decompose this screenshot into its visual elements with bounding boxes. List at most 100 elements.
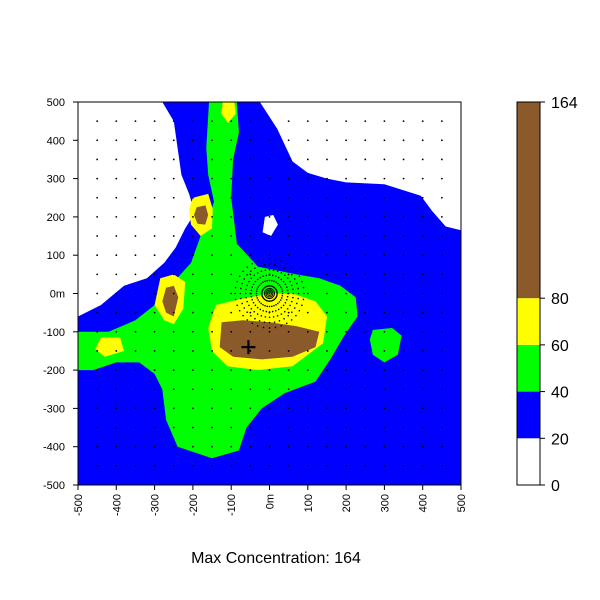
receptor-point	[402, 216, 405, 218]
receptor-point	[246, 266, 249, 268]
receptor-point	[280, 272, 283, 274]
receptor-point	[172, 407, 175, 410]
receptor-point	[383, 388, 386, 391]
receptor-point	[345, 350, 347, 352]
receptor-point	[345, 426, 347, 429]
receptor-point	[134, 216, 137, 218]
x-tick-label: 200	[341, 494, 353, 512]
receptor-point	[256, 306, 259, 309]
receptor-point	[153, 120, 156, 123]
receptor-point	[345, 464, 347, 467]
receptor-point	[153, 330, 156, 333]
receptor-point	[306, 254, 309, 257]
receptor-point	[192, 426, 194, 429]
x-tick-label: -100	[226, 494, 238, 516]
receptor-point	[272, 269, 275, 271]
receptor-point	[264, 304, 266, 307]
receptor-point	[271, 299, 273, 302]
receptor-point	[280, 278, 283, 281]
receptor-point	[287, 388, 290, 391]
receptor-point	[421, 158, 424, 161]
receptor-point	[262, 275, 265, 278]
receptor-point	[153, 426, 156, 429]
receptor-point	[262, 258, 265, 261]
color-legend-swatch	[517, 344, 540, 392]
receptor-point	[96, 407, 99, 410]
receptor-point	[260, 302, 262, 305]
receptor-point	[134, 330, 137, 333]
receptor-point	[115, 120, 118, 123]
receptor-point	[268, 350, 271, 352]
receptor-point	[383, 292, 386, 295]
receptor-point	[306, 464, 309, 467]
receptor-point	[440, 350, 443, 352]
receptor-point	[289, 304, 291, 307]
receptor-point	[297, 287, 299, 290]
receptor-point	[326, 292, 328, 295]
receptor-point	[268, 263, 271, 266]
receptor-point	[290, 266, 293, 268]
receptor-point	[274, 275, 277, 278]
x-tick-label: -300	[150, 494, 162, 516]
receptor-point	[268, 464, 271, 467]
receptor-point	[326, 139, 328, 142]
receptor-point	[383, 120, 386, 123]
receptor-point	[421, 254, 424, 257]
receptor-point	[242, 314, 244, 317]
receptor-point	[96, 216, 99, 218]
receptor-point	[249, 158, 252, 161]
receptor-point	[440, 445, 443, 448]
receptor-point	[364, 292, 367, 295]
receptor-point	[277, 302, 279, 305]
receptor-point	[242, 270, 244, 273]
receptor-point	[211, 120, 213, 123]
receptor-point	[287, 254, 290, 257]
y-tick-label: 500	[47, 97, 65, 109]
receptor-point	[289, 280, 291, 283]
receptor-point	[291, 284, 293, 287]
receptor-point	[287, 426, 290, 429]
receptor-point	[421, 311, 424, 314]
receptor-point	[326, 407, 328, 410]
receptor-point	[153, 139, 156, 142]
receptor-point	[440, 330, 443, 333]
receptor-point	[246, 284, 248, 287]
receptor-point	[268, 292, 271, 295]
receptor-point	[303, 292, 305, 295]
receptor-point	[211, 464, 213, 467]
receptor-point	[246, 311, 249, 314]
receptor-point	[236, 304, 238, 307]
receptor-point	[345, 139, 347, 142]
receptor-point	[440, 254, 443, 257]
receptor-point	[272, 316, 275, 318]
receptor-point	[263, 264, 266, 266]
receptor-point	[290, 319, 293, 321]
receptor-point	[251, 322, 254, 325]
receptor-point	[172, 311, 175, 314]
region-band-80-164-upper-left	[194, 205, 209, 225]
receptor-point	[249, 330, 252, 333]
receptor-point	[255, 290, 258, 293]
receptor-point	[252, 283, 255, 286]
receptor-point	[306, 273, 309, 276]
receptor-point	[383, 216, 386, 218]
receptor-point	[364, 120, 367, 123]
receptor-point	[306, 139, 309, 142]
receptor-point	[211, 216, 213, 218]
receptor-point	[277, 276, 280, 279]
receptor-point	[271, 310, 274, 313]
receptor-point	[276, 270, 279, 272]
receptor-point	[115, 464, 118, 467]
receptor-point	[364, 330, 367, 333]
receptor-point	[268, 258, 271, 260]
receptor-point	[286, 295, 289, 298]
color-legend: 0 20 40 60 80 164	[516, 95, 578, 495]
receptor-point	[402, 196, 405, 199]
receptor-point	[262, 326, 265, 329]
region-band-60-80-top	[221, 102, 236, 124]
source-marker	[241, 340, 256, 355]
receptor-point	[383, 407, 386, 410]
receptor-point	[192, 445, 194, 448]
receptor-point	[302, 286, 305, 289]
receptor-point	[243, 278, 246, 280]
